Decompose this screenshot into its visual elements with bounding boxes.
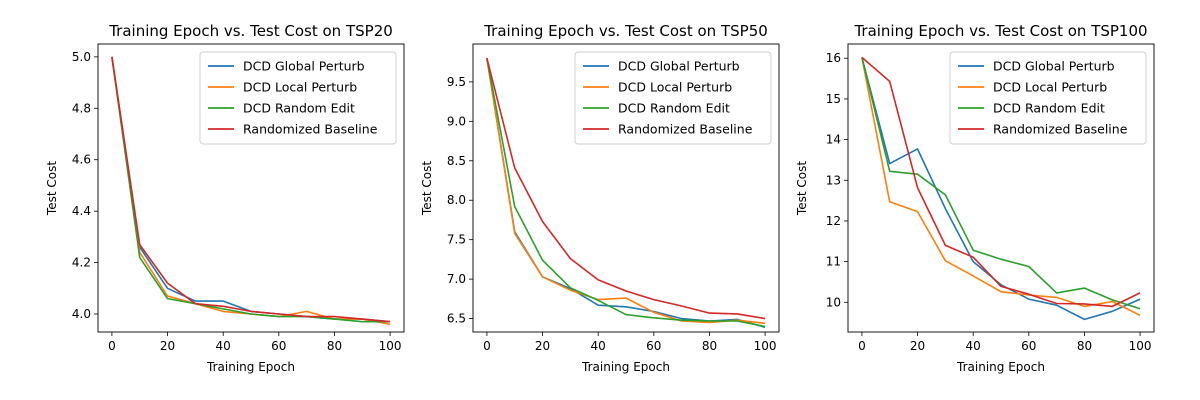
x-axis-label: Training Epoch xyxy=(581,360,670,374)
x-tick-label: 100 xyxy=(754,339,777,353)
legend-label: DCD Random Edit xyxy=(618,101,730,116)
legend-box xyxy=(199,51,397,145)
plot-frame xyxy=(472,43,780,333)
legend-label: Randomized Baseline xyxy=(618,122,753,137)
x-tick-label: 60 xyxy=(271,339,286,353)
y-tick-label: 12 xyxy=(826,214,841,228)
x-tick-label: 20 xyxy=(160,339,175,353)
y-tick-label: 10 xyxy=(826,295,841,309)
legend-label: Randomized Baseline xyxy=(243,122,378,137)
series-line-3 xyxy=(861,56,1141,308)
y-axis-label: Test Cost xyxy=(45,161,59,216)
y-tick-label: 8.5 xyxy=(447,154,466,168)
plot-frame xyxy=(97,43,405,333)
x-tick-label: 60 xyxy=(646,339,661,353)
series-line-2 xyxy=(861,57,1141,310)
y-tick-label: 4.6 xyxy=(72,153,91,167)
series-line-3 xyxy=(486,58,766,320)
x-tick-label: 40 xyxy=(591,339,606,353)
x-tick-label: 100 xyxy=(379,339,402,353)
x-tick-label: 0 xyxy=(483,339,491,353)
y-tick-label: 7.0 xyxy=(447,272,466,286)
legend-label: Randomized Baseline xyxy=(993,122,1128,137)
x-tick-label: 40 xyxy=(216,339,231,353)
x-tick-label: 80 xyxy=(327,339,342,353)
y-tick-label: 13 xyxy=(826,173,841,187)
x-tick-label: 0 xyxy=(858,339,866,353)
x-tick-label: 100 xyxy=(1129,339,1152,353)
x-tick-label: 20 xyxy=(910,339,925,353)
x-tick-label: 40 xyxy=(966,339,981,353)
y-tick-label: 4.8 xyxy=(72,101,91,115)
y-tick-label: 16 xyxy=(826,51,841,65)
legend-box xyxy=(574,51,772,145)
chart-panel-1: Training Epoch vs. Test Cost on TSP50 0 20… xyxy=(420,22,780,374)
series-line-2 xyxy=(486,58,766,328)
y-tick-label: 4.4 xyxy=(72,204,91,218)
legend-label: DCD Random Edit xyxy=(993,101,1105,116)
legend: DCD Global Perturb DCD Local Perturb DCD R… xyxy=(199,51,397,145)
x-axis-label: Training Epoch xyxy=(206,360,295,374)
legend-label: DCD Random Edit xyxy=(243,101,355,116)
legend-label: DCD Global Perturb xyxy=(993,59,1115,74)
x-tick-label: 60 xyxy=(1021,339,1036,353)
y-tick-label: 6.5 xyxy=(447,312,466,326)
y-axis-label: Test Cost xyxy=(795,161,809,216)
x-tick-label: 80 xyxy=(1077,339,1092,353)
y-tick-label: 5.0 xyxy=(72,50,91,64)
y-tick-label: 9.5 xyxy=(447,75,466,89)
y-tick-label: 7.5 xyxy=(447,233,466,247)
y-tick-label: 4.2 xyxy=(72,256,91,270)
legend-box xyxy=(949,51,1147,145)
legend-label: DCD Global Perturb xyxy=(243,59,365,74)
y-tick-label: 11 xyxy=(826,255,841,269)
x-tick-label: 20 xyxy=(535,339,550,353)
chart-title: Training Epoch vs. Test Cost on TSP100 xyxy=(853,22,1147,40)
y-tick-label: 9.0 xyxy=(447,114,466,128)
y-tick-label: 4.0 xyxy=(72,307,91,321)
legend-label: DCD Global Perturb xyxy=(618,59,740,74)
legend: DCD Global Perturb DCD Local Perturb DCD R… xyxy=(574,51,772,145)
plot-frame xyxy=(847,43,1155,333)
chart-title: Training Epoch vs. Test Cost on TSP50 xyxy=(483,22,768,40)
chart-panel-0: Training Epoch vs. Test Cost on TSP20 0 20… xyxy=(45,22,405,374)
y-tick-label: 8.0 xyxy=(447,193,466,207)
x-tick-label: 0 xyxy=(108,339,116,353)
y-tick-label: 14 xyxy=(826,133,841,147)
chart-title: Training Epoch vs. Test Cost on TSP20 xyxy=(108,22,393,40)
chart-panel-2: Training Epoch vs. Test Cost on TSP100 0 2… xyxy=(795,22,1155,374)
legend-label: DCD Local Perturb xyxy=(243,80,357,95)
y-tick-label: 15 xyxy=(826,92,841,106)
legend-label: DCD Local Perturb xyxy=(993,80,1107,95)
y-axis-label: Test Cost xyxy=(420,161,434,216)
legend-label: DCD Local Perturb xyxy=(618,80,732,95)
x-axis-label: Training Epoch xyxy=(956,360,1045,374)
series-line-2 xyxy=(111,56,391,323)
series-line-3 xyxy=(111,56,391,323)
x-tick-label: 80 xyxy=(702,339,717,353)
legend: DCD Global Perturb DCD Local Perturb DCD R… xyxy=(949,51,1147,145)
